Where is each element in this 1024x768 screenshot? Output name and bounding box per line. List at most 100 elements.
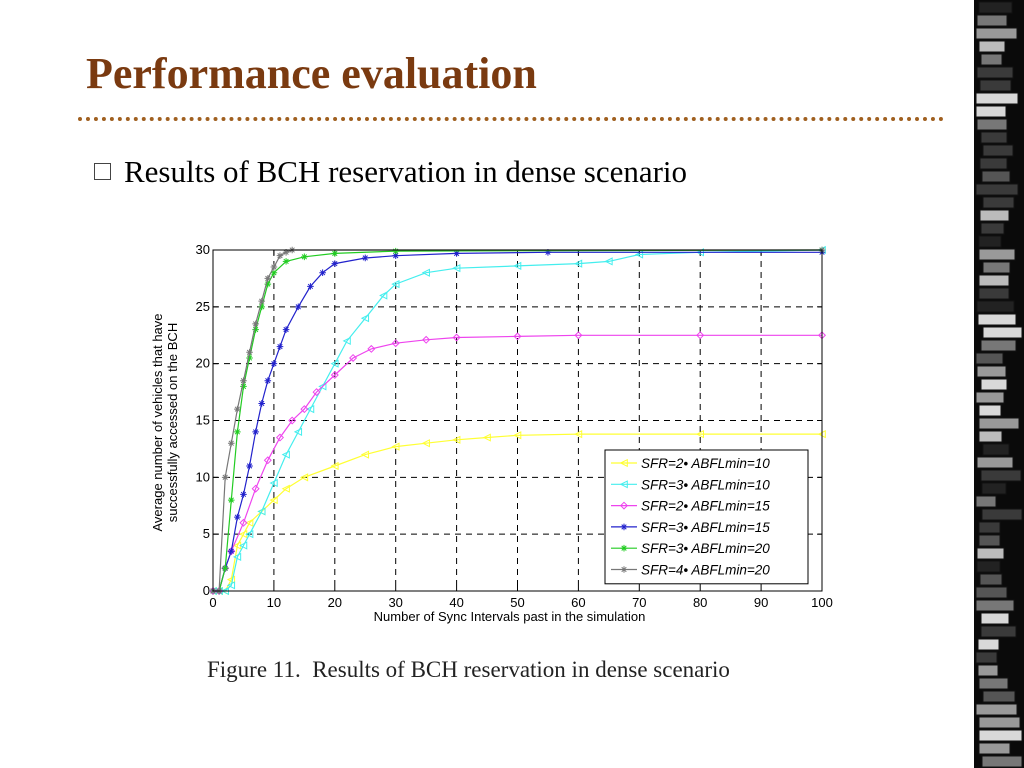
strip-tile: [978, 248, 1016, 261]
y-axis-label-line: successfully accessed on the BCH: [165, 323, 180, 522]
data-point: [276, 343, 284, 350]
y-tick-label: 10: [196, 469, 210, 484]
x-tick-label: 80: [693, 595, 707, 610]
legend-entry: SFR=2• ABFLmin=15: [611, 499, 770, 514]
data-point: [258, 400, 266, 407]
series-line: [213, 249, 823, 592]
strip-tile: [976, 547, 1005, 560]
strip-tile: [978, 521, 1001, 534]
data-point: [240, 491, 247, 498]
strip-tile: [975, 92, 1019, 105]
data-point: [227, 496, 235, 504]
strip-tile: [979, 573, 1003, 586]
data-point: [245, 530, 254, 539]
strip-tile: [982, 144, 1014, 157]
data-point: [453, 250, 460, 257]
data-point: [252, 326, 259, 333]
figure-caption: Figure 11. Results of BCH reservation in…: [207, 657, 730, 682]
x-tick-label: 20: [328, 595, 342, 610]
y-axis-label: Average number of vehicles that have succ…: [150, 313, 180, 531]
y-tick-label: 30: [196, 242, 210, 257]
data-point: [270, 269, 278, 277]
x-tick-label: 70: [632, 595, 646, 610]
series-3: [208, 331, 827, 596]
series-line: [213, 251, 822, 592]
data-point: [452, 435, 461, 444]
data-point: [221, 564, 230, 573]
legend-label: SFR=3• ABFLmin=20: [641, 541, 770, 556]
data-point: [392, 247, 399, 255]
legend-label: SFR=2• ABFLmin=15: [641, 499, 770, 514]
x-tick-label: 40: [449, 595, 463, 610]
strip-tile: [980, 222, 1005, 235]
x-axis-label: Number of Sync Intervals past in the sim…: [374, 609, 646, 624]
data-point: [318, 382, 327, 391]
data-point: [245, 518, 254, 527]
data-point: [281, 450, 290, 459]
strip-tile: [975, 391, 1005, 404]
data-point: [264, 275, 272, 282]
data-point: [482, 433, 491, 442]
data-point: [226, 581, 236, 590]
data-point: [282, 258, 290, 265]
data-point: [246, 354, 253, 362]
data-point: [269, 478, 278, 488]
strip-tile: [976, 365, 1007, 378]
data-point: [379, 291, 388, 300]
title-divider: [78, 117, 944, 121]
data-point: [361, 254, 369, 262]
bullet-text: Results of BCH reservation in dense scen…: [124, 154, 688, 189]
data-point: [252, 320, 259, 328]
strip-tile: [977, 313, 1017, 326]
data-point: [234, 428, 241, 436]
data-point: [513, 431, 522, 440]
legend-label: SFR=2• ABFLmin=10: [641, 456, 770, 471]
data-point: [232, 552, 242, 562]
strip-tile: [977, 664, 999, 677]
data-point: [270, 360, 278, 367]
strip-tile: [979, 157, 1008, 170]
line-chart: 0 10 20 30 40 50 60 70 80 90 100051015202530Number…: [150, 242, 833, 624]
data-point: [227, 547, 236, 556]
strip-tile: [982, 196, 1015, 209]
strip-tile: [978, 742, 1011, 755]
strip-tile: [978, 404, 1002, 417]
strip-tile: [975, 352, 1004, 365]
strip-tile: [975, 586, 1008, 599]
strip-tile: [976, 14, 1008, 27]
legend-entry: SFR=3• ABFLmin=15: [611, 520, 770, 535]
data-point: [301, 253, 308, 261]
strip-tile: [976, 456, 1014, 469]
data-point: [312, 388, 321, 397]
data-point: [252, 428, 259, 436]
strip-tile: [982, 690, 1016, 703]
data-point: [281, 484, 290, 493]
data-point: [573, 430, 583, 439]
data-point: [227, 439, 235, 447]
data-point: [391, 442, 400, 451]
series-line: [213, 334, 822, 592]
data-point: [513, 261, 522, 271]
strip-tile: [975, 105, 1007, 118]
data-point: [282, 248, 290, 256]
strip-tile: [980, 339, 1017, 352]
data-point: [391, 339, 400, 348]
data-point: [251, 484, 260, 493]
data-point: [367, 344, 376, 353]
strip-tile: [980, 53, 1003, 66]
legend-label: SFR=4• ABFLmin=20: [641, 563, 770, 578]
data-point: [239, 541, 248, 550]
data-point: [391, 279, 400, 289]
series-2: [208, 245, 826, 596]
strip-tile: [977, 638, 1000, 651]
data-point: [234, 513, 241, 521]
data-point: [421, 439, 430, 448]
data-point: [240, 383, 247, 390]
data-point: [422, 335, 431, 344]
legend-entry: SFR=3• ABFLmin=20: [611, 541, 770, 556]
data-point: [257, 507, 266, 516]
legend-marker: [619, 458, 628, 468]
x-tick-label: 0: [209, 595, 216, 610]
strip-tile: [978, 40, 1006, 53]
data-point: [221, 474, 229, 481]
